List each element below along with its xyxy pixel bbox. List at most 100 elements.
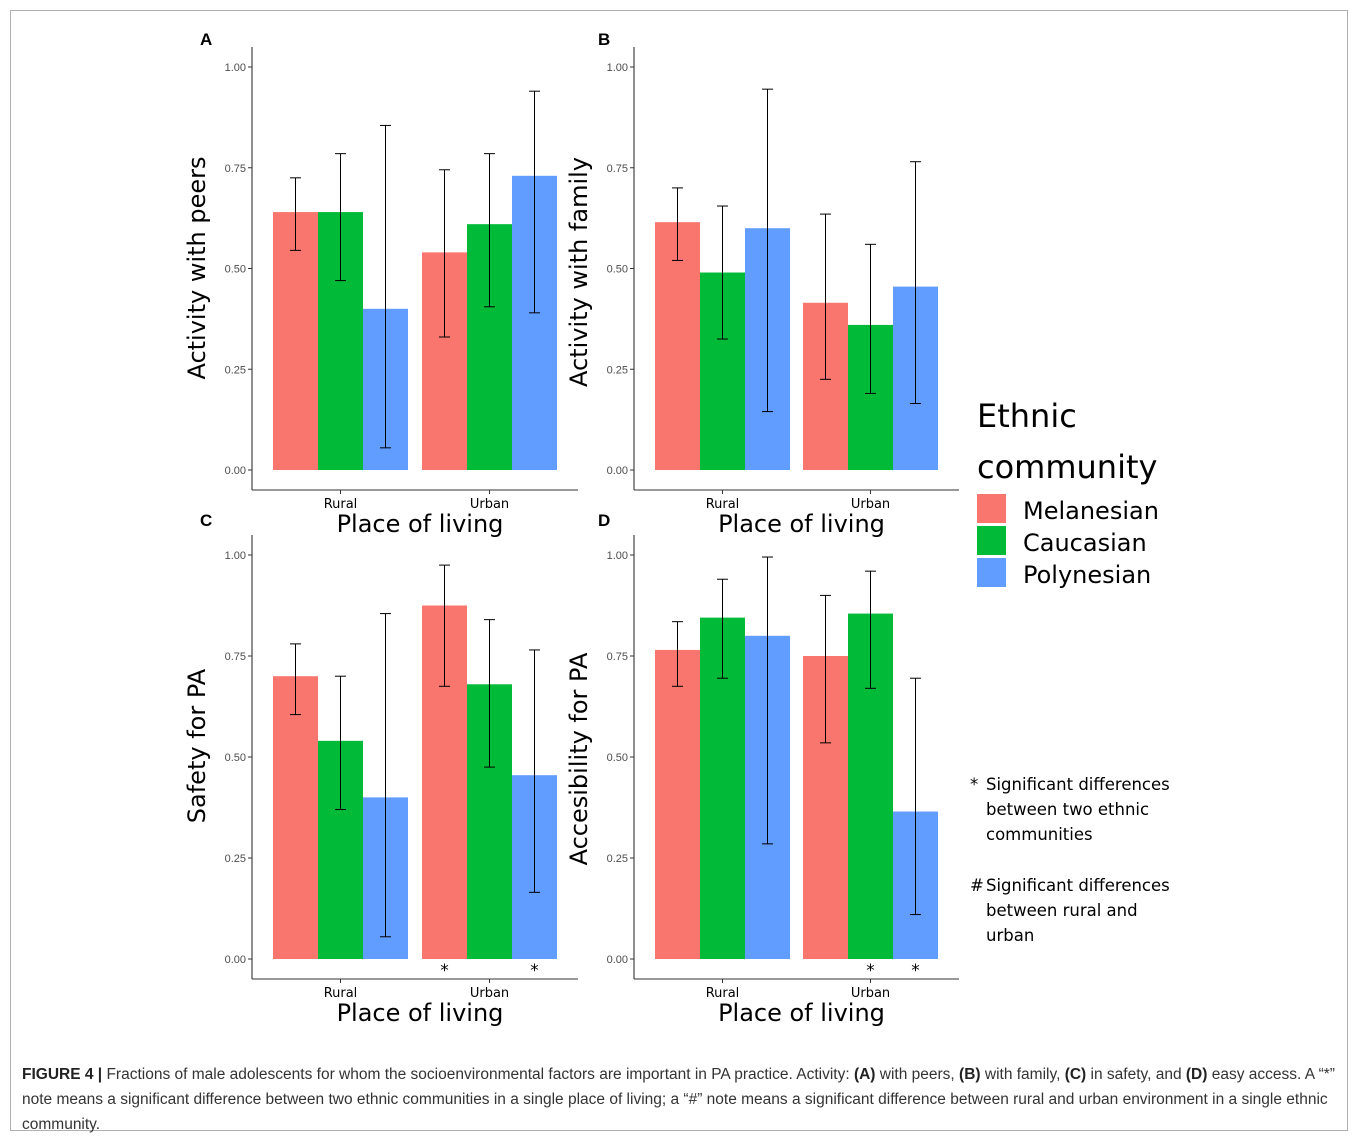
y-tick-label: 0.75 bbox=[607, 651, 628, 663]
error-bar bbox=[865, 570, 876, 689]
y-tick-label: 1.00 bbox=[225, 62, 246, 74]
hash-note-line-2: between rural and bbox=[986, 901, 1138, 920]
y-tick-label: 0.00 bbox=[225, 954, 246, 966]
x-tick-label: Urban bbox=[470, 986, 509, 1001]
panel-letter: D bbox=[598, 511, 610, 530]
x-tick-label: Rural bbox=[324, 986, 358, 1001]
figure-caption: FIGURE 4 | Fractions of male adolescents… bbox=[22, 1062, 1340, 1137]
legend-items: Melanesian Caucasian Polynesian bbox=[977, 494, 1159, 589]
y-tick-label: 0.50 bbox=[607, 752, 628, 764]
y-tick-label: 0.00 bbox=[607, 954, 628, 966]
caption-text-3: with family, bbox=[980, 1066, 1065, 1083]
caption-text-1: Fractions of male adolescents for whom t… bbox=[102, 1066, 854, 1083]
error-bar bbox=[672, 187, 683, 261]
y-tick-label: 0.75 bbox=[225, 163, 246, 175]
y-tick-label: 0.50 bbox=[225, 264, 246, 276]
x-axis-title: Place of living bbox=[718, 999, 885, 1027]
y-tick-label: 0.25 bbox=[225, 853, 246, 865]
caption-ref-b: (B) bbox=[959, 1066, 981, 1083]
panel-letter: A bbox=[200, 30, 212, 49]
caption-ref-c: (C) bbox=[1064, 1066, 1087, 1083]
legend-item-polynesian: Polynesian bbox=[977, 558, 1151, 589]
panel-letter: C bbox=[200, 511, 212, 530]
error-bar bbox=[529, 649, 540, 893]
error-bar bbox=[717, 578, 728, 679]
legend: Ethnic community Melanesian Caucasian Poly… bbox=[977, 397, 1159, 589]
x-tick-label: Urban bbox=[851, 986, 890, 1001]
legend-swatch bbox=[977, 494, 1006, 523]
hash-note-line-3: urban bbox=[986, 926, 1034, 945]
legend-swatch bbox=[977, 558, 1006, 587]
error-bar bbox=[484, 619, 495, 768]
y-tick-label: 1.00 bbox=[607, 62, 628, 74]
y-tick-label: 1.00 bbox=[225, 550, 246, 562]
legend-label: Polynesian bbox=[1023, 561, 1151, 589]
significance-marker: * bbox=[530, 961, 539, 981]
panel-letter: B bbox=[598, 30, 610, 49]
x-axis-title: Place of living bbox=[337, 510, 504, 538]
error-bar bbox=[484, 153, 495, 308]
hash-note-symbol: # bbox=[970, 876, 984, 895]
figure-frame bbox=[10, 10, 1348, 1131]
legend-label: Melanesian bbox=[1023, 497, 1159, 525]
error-bar bbox=[529, 90, 540, 314]
error-bar bbox=[290, 177, 301, 251]
legend-item-caucasian: Caucasian bbox=[977, 526, 1147, 557]
x-tick-label: Rural bbox=[706, 986, 740, 1001]
legend-item-melanesian: Melanesian bbox=[977, 494, 1159, 525]
y-tick-label: 0.00 bbox=[225, 465, 246, 477]
bar-melanesian-rural bbox=[655, 649, 700, 959]
x-tick-label: Urban bbox=[470, 497, 509, 512]
error-bar bbox=[762, 88, 773, 413]
legend-title-line2: community bbox=[977, 448, 1157, 486]
legend-swatch bbox=[977, 526, 1006, 555]
significance-marker: * bbox=[911, 961, 920, 981]
error-bar bbox=[380, 124, 391, 449]
x-tick-label: Rural bbox=[706, 497, 740, 512]
bar-melanesian-rural bbox=[273, 212, 318, 470]
error-bar bbox=[672, 621, 683, 687]
caption-text-2: with peers, bbox=[875, 1066, 960, 1083]
caption-text-4: in safety, and bbox=[1086, 1066, 1186, 1083]
error-bar bbox=[335, 153, 346, 282]
y-axis-title: Safety for PA bbox=[183, 668, 211, 823]
y-tick-label: 1.00 bbox=[607, 550, 628, 562]
error-bar bbox=[910, 161, 921, 405]
error-bar bbox=[717, 205, 728, 340]
caption-ref-a: (A) bbox=[853, 1066, 876, 1083]
significance-marker: * bbox=[866, 961, 875, 981]
error-bar bbox=[910, 677, 921, 916]
x-axis-title: Place of living bbox=[337, 999, 504, 1027]
caption-ref-d: (D) bbox=[1185, 1066, 1208, 1083]
bar-melanesian-rural bbox=[273, 676, 318, 959]
error-bar bbox=[865, 243, 876, 394]
error-bar bbox=[290, 643, 301, 716]
bar-melanesian-rural bbox=[655, 222, 700, 470]
y-tick-label: 0.50 bbox=[607, 264, 628, 276]
caption-text-5: easy access. A “*” note means a signific… bbox=[22, 1066, 1335, 1133]
y-axis-title: Activity with family bbox=[565, 157, 593, 387]
hash-note-line-1: Significant differences bbox=[986, 876, 1170, 895]
legend-title-line1: Ethnic bbox=[977, 397, 1077, 435]
significance-notes: * Significant differences between two et… bbox=[970, 775, 1170, 945]
x-tick-label: Urban bbox=[851, 497, 890, 512]
star-note-line-3: communities bbox=[986, 825, 1093, 844]
y-axis-title: Accesibility for PA bbox=[565, 652, 593, 865]
error-bar bbox=[439, 564, 450, 687]
caption-label: FIGURE 4 | bbox=[22, 1066, 103, 1083]
y-tick-label: 0.00 bbox=[607, 465, 628, 477]
error-bar bbox=[762, 556, 773, 845]
x-tick-label: Rural bbox=[324, 497, 358, 512]
error-bar bbox=[335, 675, 346, 811]
y-axis-title: Activity with peers bbox=[183, 156, 211, 379]
y-tick-label: 0.25 bbox=[607, 853, 628, 865]
x-axis-title: Place of living bbox=[718, 510, 885, 538]
y-tick-label: 0.25 bbox=[607, 364, 628, 376]
y-tick-label: 0.25 bbox=[225, 364, 246, 376]
